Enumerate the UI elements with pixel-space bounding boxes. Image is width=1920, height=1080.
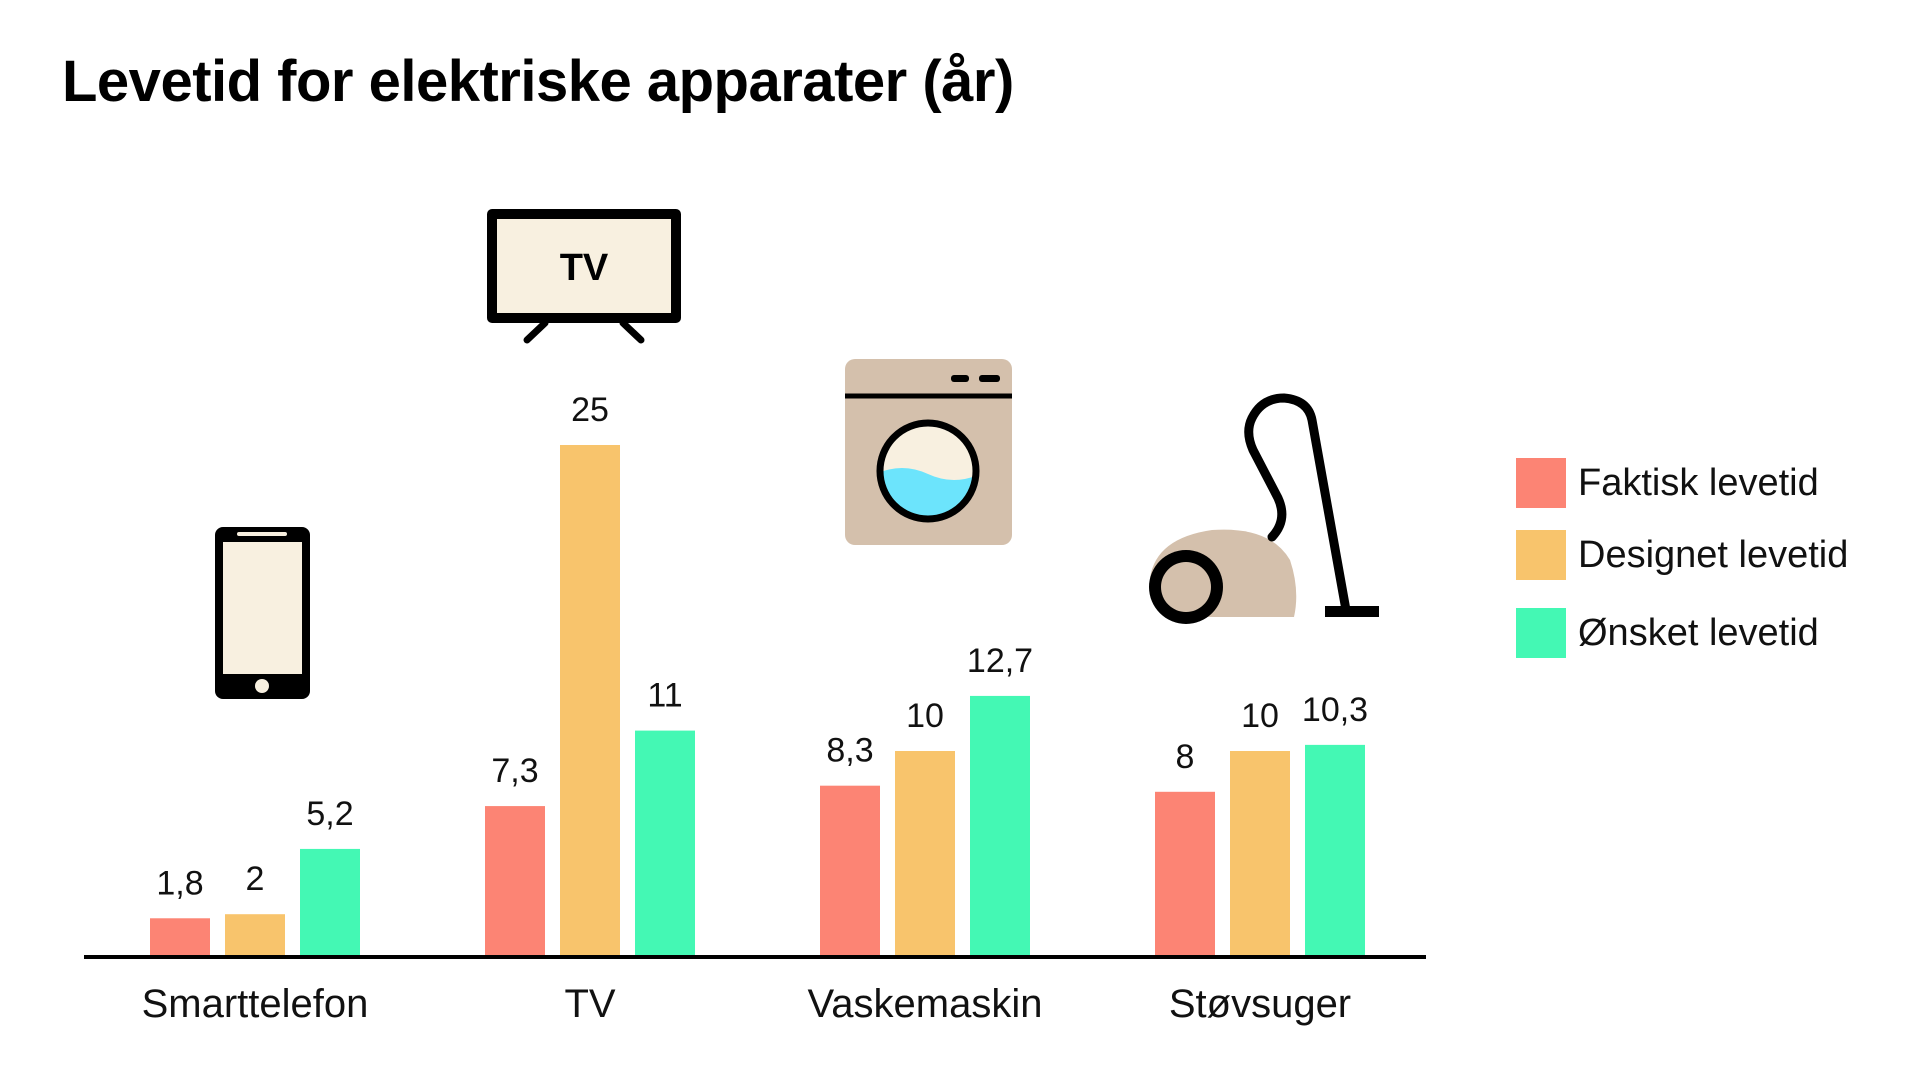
- value-label-designet-2: 10: [906, 697, 944, 735]
- value-label-onsket-2: 12,7: [967, 642, 1033, 680]
- value-label-designet-3: 10: [1241, 697, 1279, 735]
- legend-item-onsket: Ønsket levetid: [1516, 608, 1819, 658]
- bar-designet-2: [895, 751, 955, 955]
- value-label-faktisk-3: 8: [1176, 738, 1195, 776]
- bar-onsket-0: [300, 848, 360, 955]
- tv-icon-text: TV: [560, 247, 609, 289]
- bar-onsket-2: [970, 695, 1030, 955]
- value-label-onsket-0: 5,2: [306, 795, 353, 833]
- legend-swatch-onsket: [1516, 608, 1566, 658]
- smartphone-icon: [215, 527, 310, 699]
- bars-layer: [150, 445, 1365, 955]
- vacuum-cleaner-icon: [1149, 393, 1379, 624]
- category-label-1: TV: [564, 982, 615, 1026]
- washing-machine-icon: [845, 359, 1012, 545]
- tv-icon: TV: [487, 209, 681, 344]
- bar-designet-3: [1230, 751, 1290, 955]
- bar-designet-0: [225, 914, 285, 955]
- legend-swatch-faktisk: [1516, 458, 1566, 508]
- bar-faktisk-2: [820, 785, 880, 955]
- chart-title: Levetid for elektriske apparater (år): [62, 49, 1014, 114]
- value-label-faktisk-0: 1,8: [156, 864, 203, 902]
- legend-item-designet: Designet levetid: [1516, 530, 1848, 580]
- bar-faktisk-0: [150, 918, 210, 955]
- value-label-faktisk-2: 8,3: [826, 732, 873, 770]
- value-labels-layer: 1,8 2 5,2 7,3 25 11 8,3 10 12,7 8 10 10,3: [156, 391, 1368, 902]
- legend-label-onsket: Ønsket levetid: [1578, 611, 1819, 654]
- bar-onsket-3: [1305, 744, 1365, 955]
- bar-faktisk-1: [485, 806, 545, 955]
- legend-label-faktisk: Faktisk levetid: [1578, 461, 1819, 504]
- bar-faktisk-3: [1155, 791, 1215, 955]
- value-label-designet-1: 25: [571, 391, 609, 429]
- axis-layer: Smarttelefon TV Vaskemaskin Støvsuger: [84, 955, 1426, 1026]
- value-label-faktisk-1: 7,3: [491, 752, 538, 790]
- legend-item-faktisk: Faktisk levetid: [1516, 458, 1819, 508]
- bar-designet-1: [560, 445, 620, 955]
- legend-label-designet: Designet levetid: [1578, 533, 1849, 576]
- category-label-3: Støvsuger: [1169, 982, 1351, 1026]
- category-label-2: Vaskemaskin: [808, 982, 1043, 1026]
- value-label-onsket-1: 11: [647, 677, 682, 715]
- value-label-onsket-3: 10,3: [1302, 691, 1368, 729]
- category-label-0: Smarttelefon: [142, 982, 369, 1026]
- icons-layer: TV: [215, 209, 1379, 699]
- legend-swatch-designet: [1516, 530, 1566, 580]
- bar-onsket-1: [635, 730, 695, 955]
- value-label-designet-0: 2: [246, 860, 265, 898]
